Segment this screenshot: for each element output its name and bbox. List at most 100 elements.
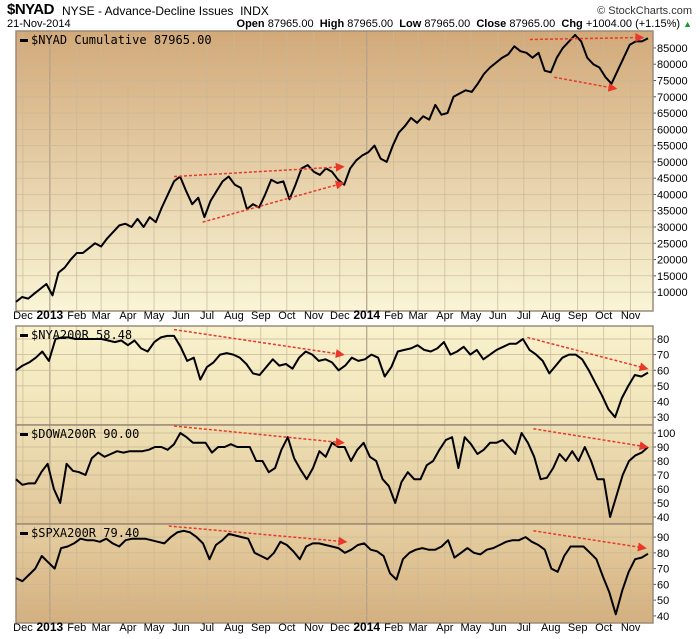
x-month-label: Apr [436, 622, 453, 634]
trendline-arrow [527, 336, 649, 372]
x-month-label: Dec [330, 622, 350, 634]
copyright: © StockCharts.com [597, 5, 692, 17]
y-tick-label: 90 [657, 442, 669, 454]
y-tick-label: 75000 [657, 75, 688, 87]
x-month-label: Sep [251, 622, 271, 634]
open-label: Open [236, 18, 265, 30]
x-month-label: Jul [200, 622, 214, 634]
y-tick-label: 80000 [657, 59, 688, 71]
series-line [15, 529, 649, 616]
y-tick-label: 80 [657, 456, 669, 468]
trendline-arrow [554, 76, 618, 92]
series-line [15, 334, 649, 419]
y-tick-label: 40 [657, 512, 669, 524]
up-arrow-icon: ▲ [683, 19, 692, 29]
change-value: +1004.00 (+1.15%) [585, 18, 681, 30]
x-month-label: Aug [541, 622, 561, 634]
x-month-label: Oct [595, 622, 612, 634]
x-month-label: Nov [304, 622, 324, 634]
y-tick-label: 15000 [657, 271, 688, 283]
low-label: Low [399, 18, 422, 30]
y-tick-label: 55000 [657, 141, 688, 153]
close-label: Close [476, 18, 507, 30]
trendline-arrow [173, 328, 345, 358]
x-year-label: 2014 [353, 308, 380, 322]
y-tick-label: 70 [657, 564, 669, 576]
y-tick-label: 80 [657, 548, 669, 560]
legend-swatch [20, 334, 28, 337]
x-month-label: Jul [517, 622, 531, 634]
x-year-label: 2013 [37, 308, 64, 322]
x-month-label: Dec [13, 622, 33, 634]
x-month-label: Jul [517, 310, 531, 322]
quote-row: 21-Nov-2014 Open 87965.00 High 87965.00 … [0, 16, 700, 30]
x-month-label: Dec [330, 310, 350, 322]
symbol-description: NYSE - Advance-Decline Issues [62, 4, 234, 18]
x-month-label: Jun [489, 622, 507, 634]
legend-label: $SPXA200R 79.40 [31, 526, 139, 540]
x-month-label: Jun [172, 622, 190, 634]
panel-background [16, 31, 653, 311]
x-month-label: Mar [408, 622, 427, 634]
x-month-label: Jun [489, 310, 507, 322]
symbol: $NYAD [7, 1, 54, 18]
x-month-label: Sep [568, 310, 588, 322]
y-tick-label: 70000 [657, 92, 688, 104]
x-month-label: Nov [304, 310, 324, 322]
quote-date: 21-Nov-2014 [7, 18, 71, 30]
panel-border [15, 523, 654, 624]
y-tick-label: 30000 [657, 222, 688, 234]
close-value: 87965.00 [509, 18, 556, 30]
x-month-label: Nov [621, 310, 641, 322]
trendline-arrow [529, 33, 645, 43]
y-tick-label: 70 [657, 470, 669, 482]
y-tick-label: 80 [657, 334, 669, 346]
y-tick-label: 45000 [657, 173, 688, 185]
x-month-label: Aug [541, 310, 561, 322]
x-month-label: Feb [67, 310, 86, 322]
series-line [15, 432, 649, 518]
y-tick-label: 60 [657, 579, 669, 591]
y-tick-label: 85000 [657, 43, 688, 55]
change-label: Chg [561, 18, 583, 30]
y-tick-label: 60 [657, 484, 669, 496]
y-tick-label: 25000 [657, 238, 688, 250]
x-month-label: Mar [92, 310, 111, 322]
x-axis-bottom: Dec 2013 Feb Mar Apr May Jun Jul Aug Sep Oct Nov Dec… [13, 620, 641, 634]
ohlc-summary: Open 87965.00 High 87965.00 Low 87965.00… [237, 18, 692, 30]
y-tick-label: 50 [657, 595, 669, 607]
legend-swatch [20, 532, 28, 535]
legend-label: $DOWA200R 90.00 [31, 427, 139, 441]
x-year-label: 2014 [353, 620, 380, 634]
exchange: INDX [240, 4, 269, 18]
x-axis-top: Dec 2013 Feb Mar Apr May Jun Jul Aug Sep Oct Nov Dec… [13, 308, 641, 322]
x-month-label: Aug [224, 622, 244, 634]
y-tick-label: 40000 [657, 189, 688, 201]
legend-swatch [20, 39, 28, 42]
x-month-label: Apr [436, 310, 453, 322]
panel-spxa200r: 40 50 60 70 80 90 $SPXA200R 79.40 [15, 523, 669, 624]
x-month-label: May [461, 622, 482, 634]
x-month-label: Dec [13, 310, 33, 322]
open-value: 87965.00 [267, 18, 314, 30]
low-value: 87965.00 [424, 18, 471, 30]
legend-swatch [20, 433, 28, 436]
y-tick-label: 40 [657, 397, 669, 409]
panel-border [15, 30, 654, 312]
y-tick-label: 10000 [657, 287, 688, 299]
x-month-label: Apr [119, 622, 136, 634]
legend-label: $NYA200R 58.48 [31, 328, 132, 342]
trendline-arrow [533, 428, 649, 451]
y-tick-label: 30 [657, 412, 669, 424]
x-month-label: Nov [621, 622, 641, 634]
x-year-label: 2013 [37, 620, 64, 634]
x-month-label: Aug [224, 310, 244, 322]
x-month-label: Oct [278, 622, 295, 634]
x-month-label: Sep [568, 622, 588, 634]
y-tick-label: 100 [657, 428, 675, 440]
symbol-name: NYSE - Advance-Decline Issues INDX [62, 4, 269, 18]
trendline-arrow [202, 180, 345, 223]
trendline-arrow [173, 162, 345, 178]
y-tick-label: 40 [657, 611, 669, 623]
trendline-arrow [173, 425, 345, 447]
